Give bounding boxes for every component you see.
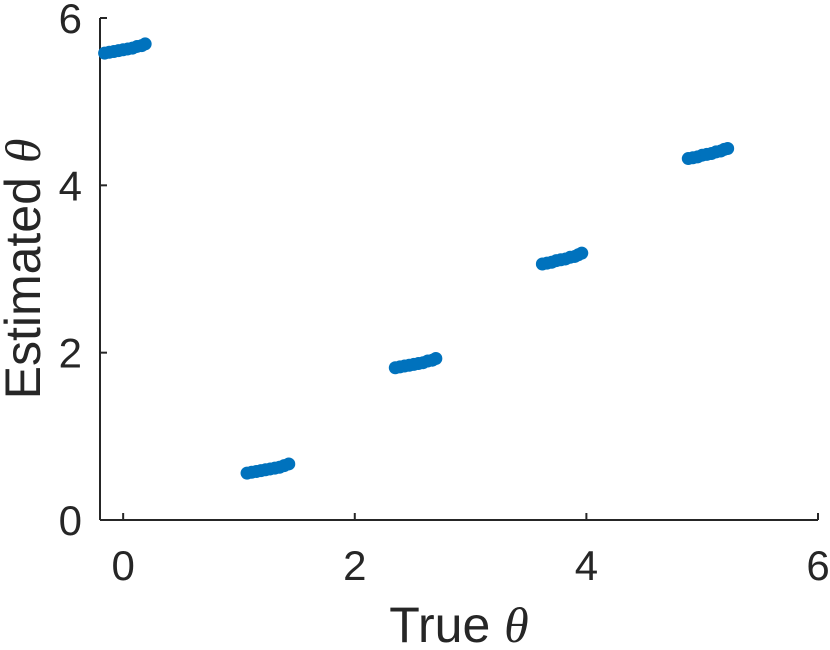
x-tick-label: 0 <box>111 542 134 589</box>
y-tick-label: 0 <box>59 497 82 544</box>
x-tick-label: 4 <box>575 542 598 589</box>
data-point <box>575 246 589 260</box>
plot-area: 0 2 4 6 0 2 4 6 <box>59 0 830 589</box>
data-point <box>429 352 443 366</box>
x-tick-label: 6 <box>806 542 829 589</box>
x-ticks: 0 2 4 6 <box>111 513 830 589</box>
data-point <box>721 142 735 156</box>
y-axis-label: Estimated θ <box>0 139 51 400</box>
y-tick-label: 4 <box>59 162 82 209</box>
x-axis-label: True θ <box>389 597 528 650</box>
y-ticks: 0 2 4 6 <box>59 0 107 544</box>
y-tick-label: 2 <box>59 330 82 377</box>
data-point <box>138 37 152 51</box>
y-tick-label: 6 <box>59 0 82 42</box>
data-points <box>98 37 735 480</box>
x-tick-label: 2 <box>343 542 366 589</box>
data-point <box>282 457 296 471</box>
